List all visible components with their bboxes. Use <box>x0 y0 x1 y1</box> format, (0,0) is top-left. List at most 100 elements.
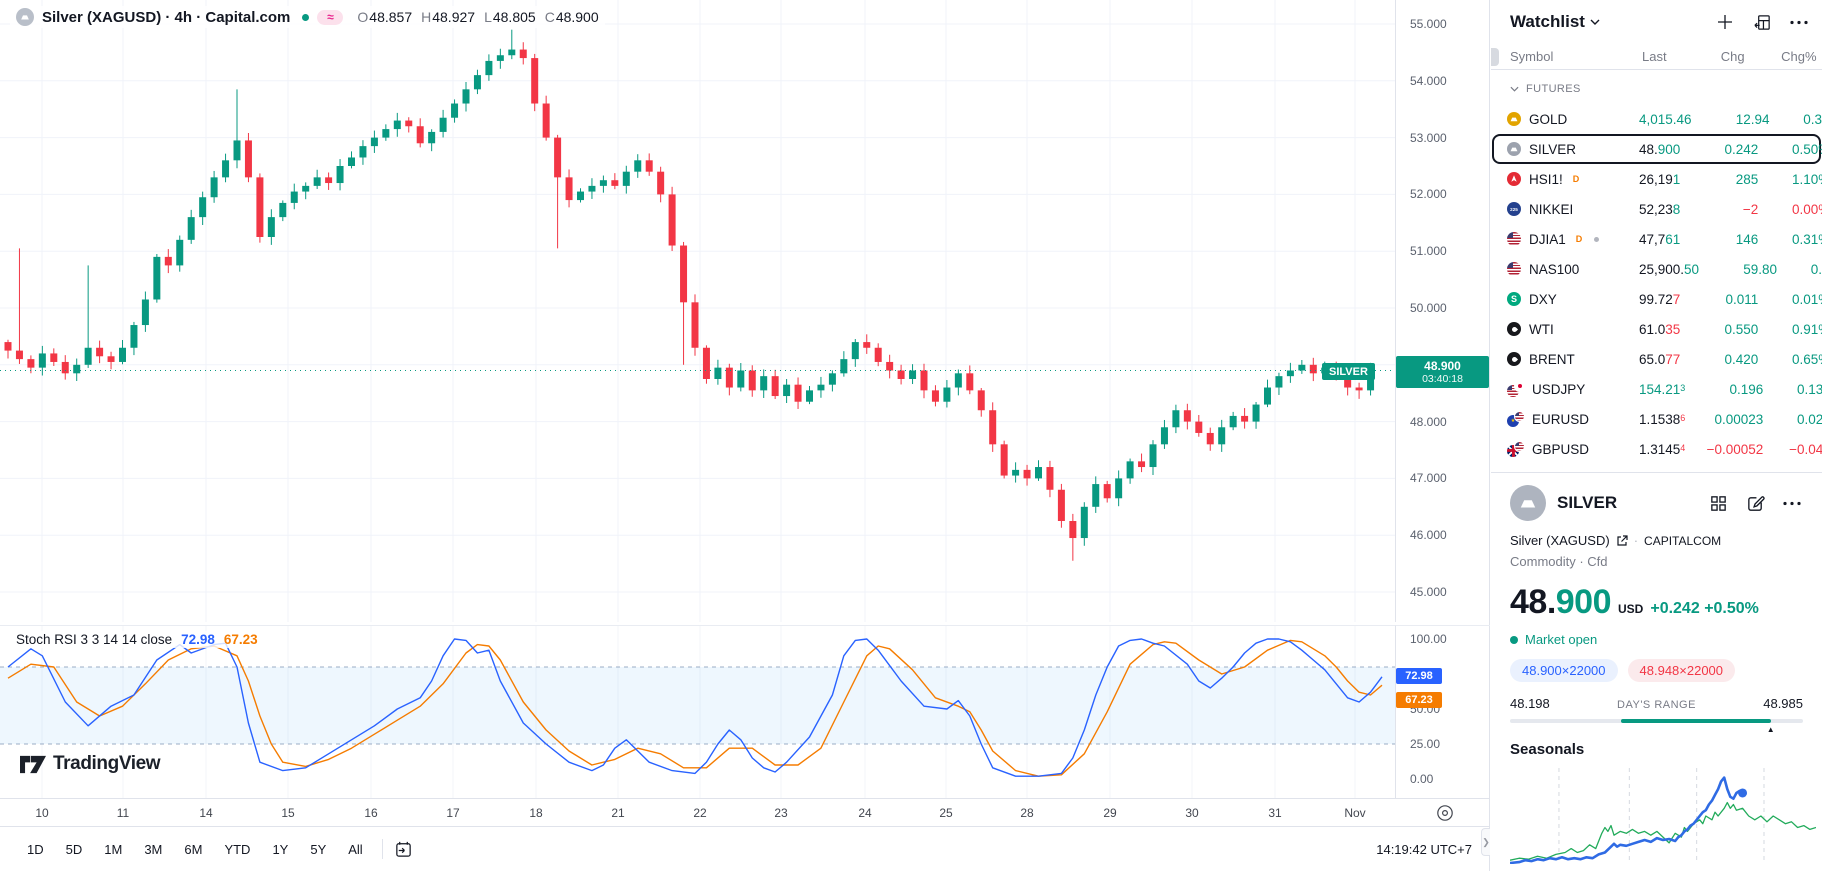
range-button-3m[interactable]: 3M <box>144 841 163 857</box>
symbol-name: EURUSD <box>1532 411 1590 427</box>
watchlist-row-wti[interactable]: WTI 61.035 0.550 0.91% <box>1492 314 1822 344</box>
us-flag-icon <box>1507 232 1521 246</box>
watchlist-row-brent[interactable]: BRENT 65.077 0.420 0.65% <box>1492 344 1822 374</box>
hsi-icon <box>1507 172 1521 186</box>
price-change-pct: +0.50% <box>1704 600 1759 617</box>
time-axis-label: 23 <box>774 806 788 820</box>
detail-notes-icon[interactable] <box>1744 492 1766 514</box>
chg-pct-value: 0.23% <box>1810 261 1822 277</box>
days-range-bar: ▲ <box>1510 719 1803 734</box>
watchlist-row-silver[interactable]: SILVER 48.900 0.242 0.50% <box>1492 134 1822 164</box>
watchlist-row-dxy[interactable]: S DXY 99.727 0.011 0.01% <box>1492 284 1822 314</box>
seasonals-title: Seasonals <box>1510 741 1585 758</box>
range-button-5d[interactable]: 5D <box>65 841 83 857</box>
watchlist-row-gbpusd[interactable]: GBPUSD 1.31454 −0.00052 −0.04% <box>1492 434 1822 464</box>
tradingview-logo[interactable]: TradingView <box>20 753 161 775</box>
silver-symbol-icon-large <box>1510 485 1546 521</box>
chg-pct-value: 0.01% <box>1792 291 1822 307</box>
symbol-name: DXY <box>1529 291 1557 307</box>
symbol-name: NAS100 <box>1529 261 1580 277</box>
watchlist-row-nikkei[interactable]: 225 NIKKEI 52,238 −2 0.00% <box>1492 194 1822 224</box>
detail-exchange: CAPITALCOM <box>1644 533 1722 548</box>
external-link-icon[interactable] <box>1616 534 1628 547</box>
column-chg[interactable]: Chg <box>1720 49 1745 64</box>
delayed-data-badge: D <box>1575 234 1583 244</box>
chg-value: 0.011 <box>1725 291 1759 307</box>
bid-size-pill[interactable]: 48.900×22000 <box>1510 659 1618 682</box>
chg-value: 0.196 <box>1729 381 1764 397</box>
column-last[interactable]: Last <box>1642 49 1667 64</box>
high-value: 48.927 <box>432 9 476 25</box>
last-value: 52,238 <box>1639 201 1681 217</box>
watchlist-row-gold[interactable]: GOLD 4,015.46 12.94 0.32% <box>1492 104 1822 134</box>
range-button-all[interactable]: All <box>348 841 363 857</box>
price-axis-label: 50.000 <box>1410 301 1447 315</box>
range-low: 48.198 <box>1510 696 1550 711</box>
watchlist-row-nas100[interactable]: NAS100 25,900.50 59.80 0.23% <box>1492 254 1822 284</box>
watchlist-section-futures[interactable]: FUTURES <box>1491 74 1822 104</box>
days-range-row: 48.198 DAY'S RANGE 48.985 <box>1510 696 1803 711</box>
days-range-marker-icon: ▲ <box>1766 725 1775 734</box>
watchlist-row-usdjpy[interactable]: USDJPY 154.213 0.196 0.13% <box>1492 374 1822 404</box>
detail-price-row: 48.900 USD +0.242 +0.50% <box>1510 583 1803 622</box>
session-clock-icon[interactable] <box>1436 804 1454 822</box>
open-value: 48.857 <box>369 9 413 25</box>
market-status-dot-icon[interactable] <box>302 13 310 21</box>
column-symbol[interactable]: Symbol <box>1510 49 1554 64</box>
chart-symbol-title[interactable]: Silver (XAGUSD) · 4h · Capital.com <box>42 8 291 26</box>
detail-more-icon[interactable] <box>1781 492 1803 514</box>
last-value: 26,191 <box>1639 171 1681 187</box>
clock-timezone[interactable]: 14:19:42 UTC+7 <box>1376 841 1472 857</box>
low-value: 48.805 <box>492 9 536 25</box>
dxy-icon: S <box>1507 292 1521 306</box>
go-to-date-icon[interactable] <box>393 838 415 860</box>
data-mode-flag-icon[interactable]: ≈ <box>317 9 344 25</box>
watchlist-row-djia1[interactable]: DJIA1 D 47,761 146 0.31% <box>1492 224 1822 254</box>
symbol-name: SILVER <box>1529 141 1577 157</box>
last-price-value: 48.900 <box>1424 358 1461 373</box>
last-value: 4,015.46 <box>1639 111 1692 127</box>
range-button-6m[interactable]: 6M <box>184 841 203 857</box>
range-button-1y[interactable]: 1Y <box>272 841 289 857</box>
detail-symbol[interactable]: SILVER <box>1557 493 1618 512</box>
price-currency: USD <box>1618 602 1644 616</box>
time-axis-label: 14 <box>199 806 213 820</box>
chg-pct-value: 0.50% <box>1792 141 1822 157</box>
range-button-1d[interactable]: 1D <box>27 841 44 857</box>
time-axis-label: 16 <box>364 806 378 820</box>
price-axis[interactable]: 55.000 54.000 53.000 52.000 51.000 50.000 48.0… <box>1395 0 1490 622</box>
stoch-d-value: 67.23 <box>223 632 258 647</box>
watchlist-row-hsi1[interactable]: HSI1! D 26,191 285 1.10% <box>1492 164 1822 194</box>
time-axis-label: 15 <box>281 806 295 820</box>
stoch-k-badge: 72.98 <box>1396 667 1442 684</box>
chg-pct-value: 0.32% <box>1803 111 1822 127</box>
watchlist-layout-icon[interactable] <box>1751 11 1773 33</box>
detail-grid-view-icon[interactable] <box>1707 492 1729 514</box>
watchlist-more-icon[interactable] <box>1788 11 1810 33</box>
stoch-rsi-pane-canvas[interactable] <box>0 625 1395 799</box>
indicator-legend[interactable]: Stoch RSI 3 3 14 14 close 72.98 67.23 <box>12 631 262 648</box>
time-axis[interactable]: 10 11 14 15 16 17 18 21 22 23 24 25 28 29 30 31 Nov <box>0 798 1490 826</box>
range-button-1m[interactable]: 1M <box>104 841 123 857</box>
time-axis-label: 22 <box>693 806 707 820</box>
column-chg-pct[interactable]: Chg% <box>1781 49 1817 64</box>
watchlist-title-menu[interactable]: Watchlist <box>1510 12 1600 32</box>
watchlist-row-eurusd[interactable]: ★ EURUSD 1.15386 0.00023 0.02% <box>1492 404 1822 434</box>
panel-collapse-handle[interactable]: ❯ <box>1481 828 1490 856</box>
usdjpy-flags-icon <box>1507 381 1524 397</box>
bar-countdown: 03:40:18 <box>1422 372 1463 385</box>
range-button-5y[interactable]: 5Y <box>310 841 327 857</box>
time-axis-label: 24 <box>858 806 872 820</box>
chg-pct-value: 0.13% <box>1797 381 1822 397</box>
chg-value: 0.420 <box>1724 351 1759 367</box>
price-axis-label: 55.000 <box>1410 17 1447 31</box>
column-scroll-tab[interactable] <box>1491 48 1499 66</box>
indicator-axis[interactable]: 100.00 50.00 25.00 0.00 <box>1395 625 1490 798</box>
detail-full-name[interactable]: Silver (XAGUSD) <box>1510 533 1610 548</box>
symbol-detail-panel: SILVER Silver (XAGUSD) · CAPITALCOM Comm… <box>1491 472 1822 734</box>
indicator-axis-label: 100.00 <box>1410 632 1447 646</box>
range-button-ytd[interactable]: YTD <box>224 841 251 857</box>
ask-size-pill[interactable]: 48.948×22000 <box>1627 659 1736 682</box>
add-symbol-button[interactable] <box>1714 11 1736 33</box>
candlestick-chart-canvas[interactable] <box>0 0 1395 622</box>
